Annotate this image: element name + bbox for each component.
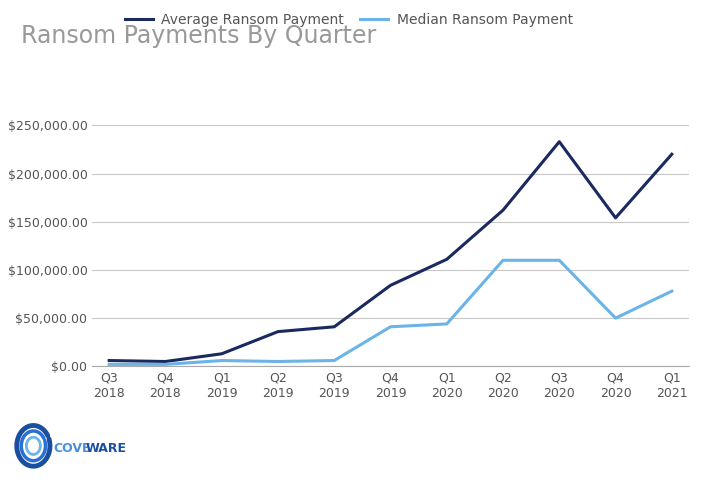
Text: COVE: COVE xyxy=(54,442,92,455)
Text: WARE: WARE xyxy=(85,442,126,455)
Text: Ransom Payments By Quarter: Ransom Payments By Quarter xyxy=(21,24,376,48)
Legend: Average Ransom Payment, Median Ransom Payment: Average Ransom Payment, Median Ransom Pa… xyxy=(119,7,578,33)
